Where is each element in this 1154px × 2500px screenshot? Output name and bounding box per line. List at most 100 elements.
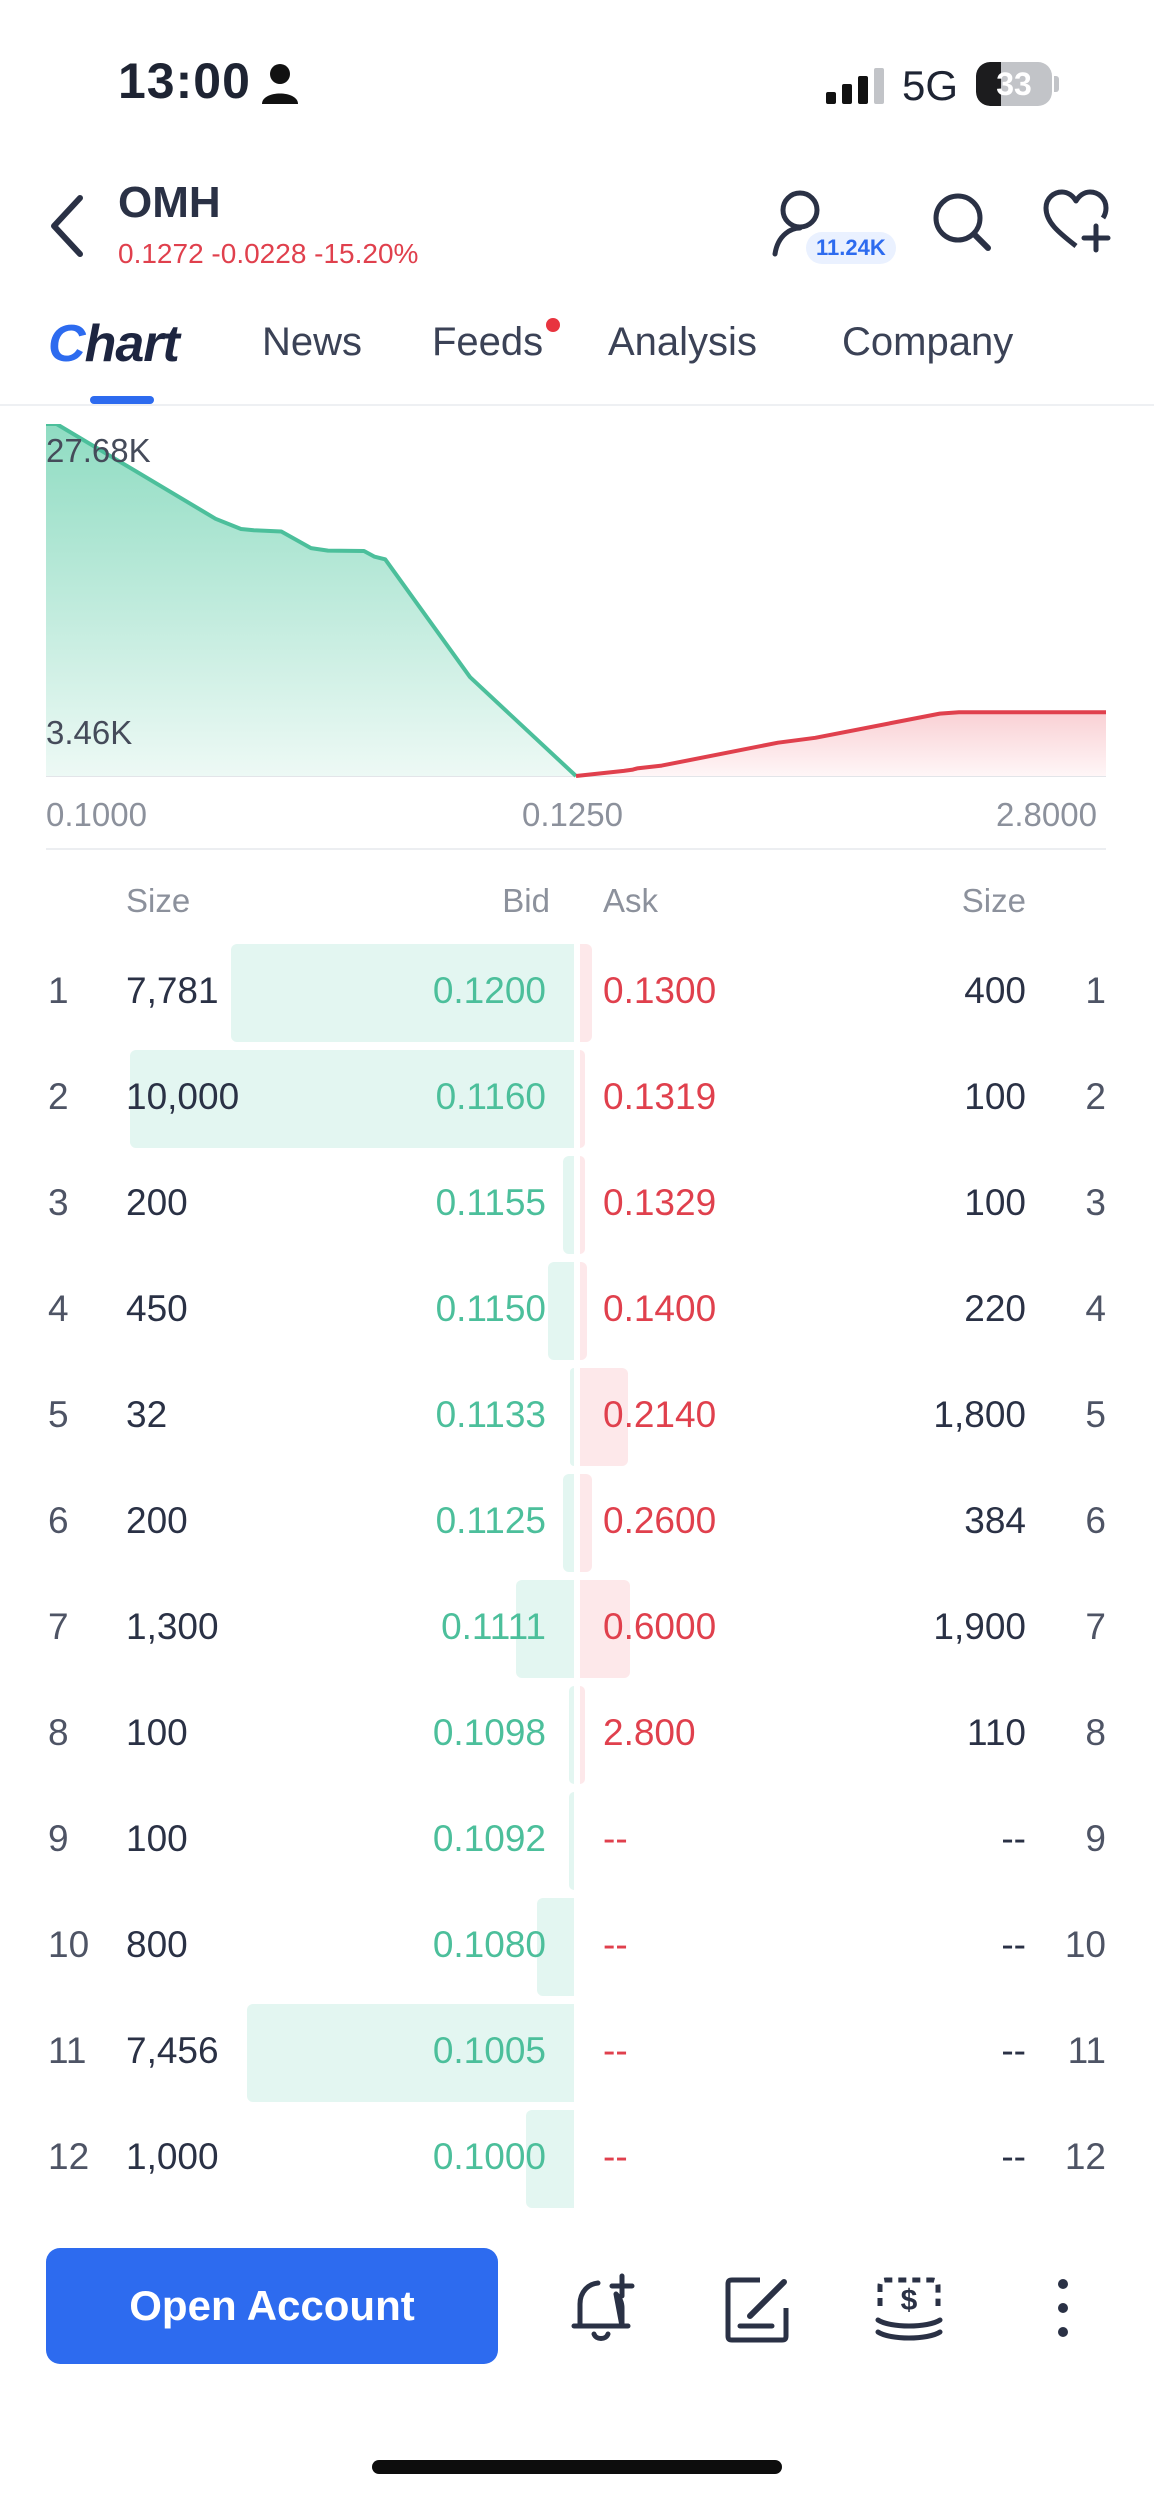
bid-depth-bar — [537, 1898, 574, 1996]
search-icon[interactable] — [930, 190, 994, 254]
feeds-notification-dot — [546, 318, 560, 332]
ticker-symbol: OMH — [118, 178, 221, 227]
bid-depth-bar — [526, 2110, 574, 2208]
watchlist-add-icon[interactable] — [1040, 188, 1112, 254]
trade-icon[interactable]: $ — [874, 2270, 944, 2346]
bid-level: 9 — [48, 1818, 69, 1859]
ask-level: 10 — [1064, 1924, 1106, 1965]
order-book-row[interactable]: 10 800 0.1080 -- -- 10 — [0, 1896, 1154, 1996]
ask-depth-bar — [580, 1262, 588, 1360]
ask-price: 0.2600 — [603, 1500, 717, 1541]
x-tick-mid: 0.1250 — [522, 796, 623, 833]
battery-percent: 33 — [996, 66, 1032, 102]
tab-analysis[interactable]: Analysis — [608, 320, 757, 364]
bid-size: 100 — [126, 1818, 188, 1859]
ask-header: Ask — [603, 882, 659, 919]
order-book-row[interactable]: 9 100 0.1092 -- -- 9 — [0, 1790, 1154, 1890]
bid-level: 10 — [48, 1924, 90, 1965]
ask-size: 100 — [964, 1182, 1026, 1223]
ask-depth-bar — [580, 944, 592, 1042]
price-quote: 0.1272 -0.0228 -15.20% — [118, 238, 419, 269]
tab-feeds[interactable]: Feeds — [432, 320, 544, 364]
edit-note-icon[interactable] — [720, 2270, 796, 2346]
ask-level: 1 — [1085, 970, 1106, 1011]
order-book-row[interactable]: 8 100 0.1098 2.800 110 8 — [0, 1684, 1154, 1784]
bid-size: 1,300 — [126, 1606, 219, 1647]
back-icon[interactable] — [40, 190, 96, 262]
ask-level: 12 — [1064, 2136, 1106, 2177]
order-book-row[interactable]: 5 32 0.1133 0.2140 1,800 5 — [0, 1366, 1154, 1466]
ask-level: 3 — [1085, 1182, 1106, 1223]
tab-chart[interactable]: Chart — [48, 315, 180, 373]
bid-size: 7,781 — [126, 970, 219, 1011]
bid-price: 0.1000 — [432, 2136, 546, 2177]
tab-bar: Chart News Feeds Analysis Company — [0, 310, 1154, 406]
bid-size: 450 — [126, 1288, 188, 1329]
bid-depth-line — [46, 424, 578, 778]
bid-size-header: Size — [126, 882, 191, 919]
ask-size-header: Size — [961, 882, 1026, 919]
add-alert-icon[interactable] — [566, 2270, 642, 2346]
bid-price: 0.1092 — [432, 1818, 546, 1859]
battery-nub — [1054, 76, 1059, 92]
order-book-row[interactable]: 12 1,000 0.1000 -- -- 12 — [0, 2108, 1154, 2208]
order-book-row[interactable]: 7 1,300 0.1111 0.6000 1,900 7 — [0, 1578, 1154, 1678]
followers-icon[interactable] — [770, 188, 830, 258]
order-book-row[interactable]: 6 200 0.1125 0.2600 384 6 — [0, 1472, 1154, 1572]
ask-depth-area — [576, 712, 1106, 776]
ask-level: 4 — [1085, 1288, 1106, 1329]
order-book-row[interactable]: 1 7,781 0.1200 0.1300 400 1 — [0, 942, 1154, 1042]
order-book-row[interactable]: 2 10,000 0.1160 0.1319 100 2 — [0, 1048, 1154, 1148]
ask-size: 384 — [964, 1500, 1026, 1541]
battery-body: 33 — [976, 62, 1052, 106]
bid-size: 32 — [126, 1394, 168, 1435]
bid-level: 7 — [48, 1606, 69, 1647]
ask-level: 9 — [1085, 1818, 1106, 1859]
x-tick-max: 2.8000 — [996, 796, 1097, 833]
ask-price: 0.1400 — [603, 1288, 717, 1329]
more-icon[interactable] — [1048, 2270, 1078, 2346]
bid-depth-area — [46, 424, 576, 776]
x-tick-min: 0.1000 — [46, 796, 147, 833]
ask-size: 100 — [964, 1076, 1026, 1117]
order-book-row[interactable]: 3 200 0.1155 0.1329 100 3 — [0, 1154, 1154, 1254]
ask-level: 6 — [1085, 1500, 1106, 1541]
ask-price: -- — [603, 2136, 628, 2177]
bid-depth-bar — [570, 1368, 574, 1466]
home-indicator[interactable] — [372, 2460, 782, 2474]
y-tick-min: 3.46K — [46, 714, 133, 751]
ask-size: 1,800 — [933, 1394, 1026, 1435]
bid-price: 0.1133 — [435, 1394, 546, 1435]
status-time: 13:00 — [118, 53, 251, 109]
ask-price: -- — [603, 2030, 628, 2071]
bid-size: 100 — [126, 1712, 188, 1753]
bid-level: 3 — [48, 1182, 69, 1223]
open-account-button[interactable]: Open Account — [46, 2248, 498, 2364]
bid-level: 8 — [48, 1712, 69, 1753]
bid-depth-bar — [563, 1156, 574, 1254]
active-tab-indicator — [90, 396, 154, 404]
ask-size: 110 — [967, 1712, 1026, 1753]
bid-price: 0.1111 — [441, 1606, 546, 1647]
order-book-row[interactable]: 4 450 0.1150 0.1400 220 4 — [0, 1260, 1154, 1360]
status-bar: 13:00 5G 33 — [0, 0, 1154, 170]
ask-level: 5 — [1085, 1394, 1106, 1435]
order-book-row[interactable]: 11 7,456 0.1005 -- -- 11 — [0, 2002, 1154, 2102]
bid-level: 1 — [48, 970, 69, 1011]
ask-price: 2.800 — [603, 1712, 696, 1753]
ask-price: -- — [603, 1924, 628, 1965]
bid-level: 2 — [48, 1076, 69, 1117]
ask-size: 400 — [964, 970, 1026, 1011]
ask-depth-bar — [580, 1580, 631, 1678]
bid-size: 1,000 — [126, 2136, 219, 2177]
ask-level: 8 — [1085, 1712, 1106, 1753]
tab-company[interactable]: Company — [842, 320, 1014, 364]
bid-size: 800 — [126, 1924, 188, 1965]
ask-price: 0.2140 — [603, 1394, 717, 1435]
bid-size: 200 — [126, 1500, 188, 1541]
battery-icon: 33 — [976, 62, 1060, 106]
signal-icon — [826, 68, 884, 104]
tab-news[interactable]: News — [262, 320, 363, 364]
bid-depth-bar — [130, 1050, 574, 1148]
ask-price: 0.1300 — [603, 970, 717, 1011]
